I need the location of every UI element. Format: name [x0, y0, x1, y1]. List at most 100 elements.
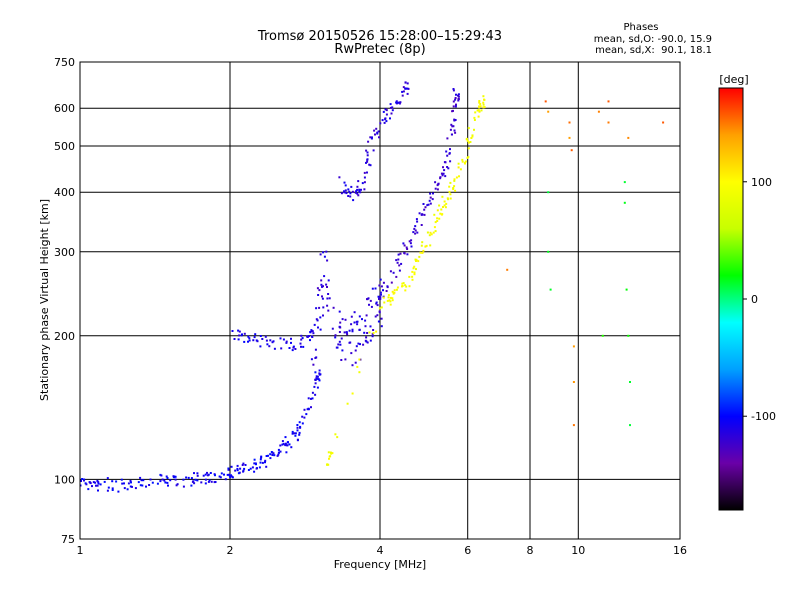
- data-point: [369, 339, 372, 342]
- data-point: [439, 177, 442, 180]
- data-point: [355, 345, 358, 348]
- phase-stats-x: mean, sd,X: 90.1, 18.1: [595, 45, 712, 56]
- data-point: [350, 352, 353, 355]
- data-point: [436, 209, 439, 212]
- data-point: [269, 453, 272, 456]
- data-point: [255, 339, 258, 342]
- data-point: [382, 110, 385, 113]
- data-point: [259, 458, 262, 461]
- data-point: [396, 261, 399, 264]
- data-point: [390, 281, 393, 284]
- data-point: [406, 92, 409, 95]
- data-point: [374, 287, 377, 290]
- data-point: [91, 485, 93, 488]
- data-point: [421, 241, 424, 244]
- data-point: [429, 244, 432, 247]
- data-point: [83, 479, 85, 482]
- data-point: [478, 110, 481, 113]
- data-point: [448, 190, 451, 193]
- data-point: [568, 121, 571, 124]
- data-point: [94, 481, 97, 484]
- data-point: [422, 203, 425, 205]
- y-tick-label: 300: [54, 246, 75, 259]
- data-point: [106, 489, 109, 492]
- data-point: [366, 160, 369, 163]
- data-point: [358, 188, 361, 191]
- data-point: [337, 343, 340, 346]
- data-point: [397, 258, 400, 261]
- data-point: [464, 162, 466, 165]
- data-point: [242, 470, 245, 473]
- data-point: [139, 484, 142, 487]
- data-point: [371, 335, 374, 338]
- data-point: [151, 481, 154, 484]
- data-point: [385, 113, 388, 116]
- data-point: [461, 160, 464, 163]
- data-point: [264, 459, 267, 462]
- data-point: [374, 315, 377, 318]
- data-point: [423, 208, 426, 211]
- data-point: [230, 474, 232, 477]
- data-point: [339, 321, 342, 324]
- data-point: [601, 334, 604, 337]
- data-point: [120, 478, 123, 481]
- data-point: [449, 181, 452, 184]
- data-point: [322, 306, 325, 309]
- data-point: [370, 305, 373, 308]
- data-point: [477, 115, 480, 118]
- data-point: [340, 192, 343, 195]
- data-point: [253, 462, 256, 465]
- data-point: [371, 136, 373, 139]
- y-tick-label: 100: [54, 473, 75, 486]
- data-point: [106, 477, 109, 480]
- data-point: [265, 455, 268, 457]
- data-point: [444, 161, 447, 164]
- data-point: [291, 430, 294, 433]
- data-point: [378, 136, 380, 139]
- data-point: [438, 204, 441, 207]
- data-point: [414, 232, 417, 235]
- data-point: [364, 319, 367, 322]
- data-point: [428, 234, 431, 237]
- data-point: [331, 327, 334, 330]
- data-point: [377, 130, 380, 133]
- data-point: [438, 217, 441, 220]
- data-point: [317, 294, 320, 296]
- data-point: [454, 119, 457, 121]
- data-point: [126, 488, 129, 491]
- data-point: [338, 176, 341, 179]
- data-point: [344, 189, 347, 192]
- data-point: [166, 477, 169, 479]
- data-point: [279, 444, 282, 447]
- data-point: [404, 289, 407, 292]
- data-point: [448, 152, 451, 155]
- data-point: [379, 296, 382, 299]
- data-point: [303, 416, 306, 419]
- data-point: [424, 245, 427, 248]
- data-point: [625, 288, 628, 291]
- data-point: [341, 349, 344, 352]
- data-point: [446, 154, 449, 157]
- data-point: [351, 392, 354, 395]
- series-x_F2: [326, 95, 486, 466]
- data-point: [431, 198, 434, 201]
- data-point: [403, 252, 406, 255]
- data-point: [204, 482, 207, 485]
- data-point: [321, 297, 324, 300]
- data-point: [403, 244, 406, 247]
- data-point: [627, 136, 630, 139]
- data-point: [357, 194, 360, 197]
- data-point: [429, 202, 432, 205]
- data-point: [326, 297, 329, 300]
- data-point: [442, 206, 444, 208]
- data-point: [358, 315, 361, 318]
- data-point: [318, 289, 321, 292]
- data-point: [196, 479, 199, 482]
- data-point: [301, 337, 304, 340]
- data-point: [277, 453, 280, 456]
- data-point: [316, 287, 319, 290]
- data-point: [156, 482, 159, 485]
- data-point: [356, 323, 359, 326]
- data-point: [242, 462, 245, 465]
- data-point: [453, 178, 456, 181]
